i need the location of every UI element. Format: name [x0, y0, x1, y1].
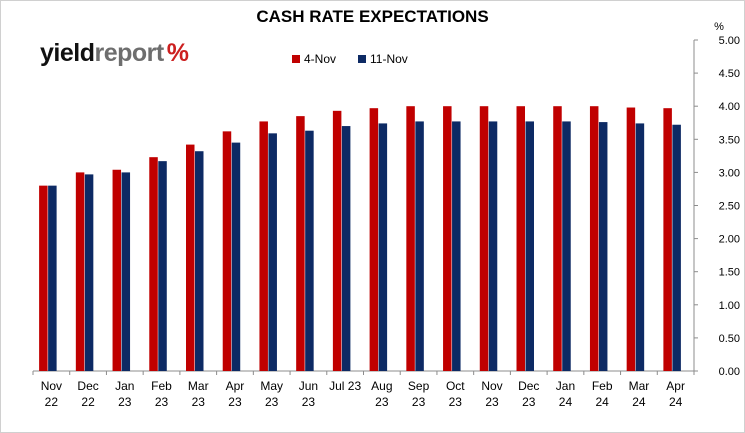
x-tick-label-year: 24 — [596, 395, 610, 409]
bar-series-1 — [149, 157, 158, 371]
x-tick-label-year: 23 — [265, 395, 279, 409]
x-tick-label: Jul 23 — [329, 379, 361, 393]
bar-series-1 — [75, 172, 85, 371]
bar-series-1 — [663, 108, 672, 371]
bar-series-2 — [378, 123, 388, 371]
chart-legend: 4-Nov 11-Nov — [292, 52, 430, 66]
bar-series-1 — [626, 107, 636, 372]
x-tick-label: Apr — [666, 379, 685, 393]
legend-swatch-series-2 — [358, 55, 367, 63]
bar-series-1 — [516, 106, 525, 371]
bar-series-1 — [259, 121, 268, 372]
y-tick-label: 1.00 — [719, 300, 740, 312]
bar-series-2 — [121, 172, 131, 371]
bar-series-1 — [112, 169, 122, 371]
logo-percent-symbol: % — [166, 39, 189, 67]
x-tick-label: Oct — [446, 379, 465, 393]
y-tick-label: 2.00 — [719, 234, 740, 246]
bar-series-2 — [562, 121, 571, 372]
bar-series-1 — [296, 116, 305, 371]
y-tick-label: 5.00 — [719, 35, 740, 47]
y-tick-label: 4.50 — [719, 68, 740, 80]
logo-part-report: report — [94, 39, 164, 67]
x-tick-label-year: 24 — [559, 395, 573, 409]
yieldreport-logo: yieldreport% — [40, 38, 189, 68]
legend-label-series-2: 11-Nov — [370, 52, 408, 66]
bar-series-2 — [598, 122, 608, 371]
x-tick-label: Nov — [481, 379, 502, 393]
y-tick-label: 0.50 — [719, 333, 740, 345]
y-tick-label: 3.00 — [719, 167, 740, 179]
bar-series-1 — [406, 106, 415, 371]
x-tick-label-year: 23 — [522, 395, 536, 409]
bar-series-2 — [195, 151, 204, 371]
x-tick-label: Sep — [408, 379, 430, 393]
y-tick-label: 2.50 — [719, 201, 740, 213]
bar-series-2 — [525, 121, 534, 372]
bar-series-1 — [186, 144, 195, 371]
bar-series-2 — [305, 130, 314, 371]
bar-series-2 — [48, 185, 57, 371]
bar-series-1 — [222, 131, 232, 371]
bar-series-2 — [231, 142, 241, 371]
legend-swatch-series-1 — [292, 55, 300, 63]
bar-series-2 — [415, 121, 424, 372]
bar-series-1 — [443, 106, 452, 371]
x-tick-label-year: 22 — [45, 395, 59, 409]
x-tick-label: Aug — [371, 379, 392, 393]
bar-series-2 — [84, 174, 94, 371]
bar-series-2 — [672, 124, 681, 372]
bar-series-2 — [452, 121, 461, 372]
y-tick-label: 0.00 — [719, 366, 740, 378]
logo-part-yield: yield — [40, 39, 95, 67]
bar-series-1 — [589, 106, 599, 371]
legend-label-series-1: 4-Nov — [304, 52, 337, 66]
x-tick-label-year: 23 — [192, 395, 206, 409]
x-tick-label: Dec — [77, 379, 98, 393]
y-axis-unit-label: % — [714, 21, 724, 33]
x-tick-label: Jan — [556, 379, 575, 393]
x-tick-label: Apr — [226, 379, 245, 393]
y-tick-label: 4.00 — [719, 101, 740, 113]
legend-item-series-1: 4-Nov — [292, 52, 336, 66]
x-tick-label-year: 23 — [228, 395, 242, 409]
bar-series-1 — [39, 185, 48, 371]
legend-item-series-2: 11-Nov — [358, 52, 408, 66]
x-tick-label-year: 24 — [632, 395, 646, 409]
bar-series-2 — [158, 161, 167, 371]
x-tick-label: Nov — [41, 379, 62, 393]
bar-series-1 — [369, 108, 379, 371]
bar-series-2 — [341, 126, 351, 371]
x-tick-label: Dec — [518, 379, 539, 393]
x-tick-label-year: 23 — [485, 395, 499, 409]
y-tick-label: 3.50 — [719, 134, 740, 146]
x-tick-label-year: 23 — [155, 395, 169, 409]
bar-series-1 — [553, 106, 562, 371]
x-tick-label: Feb — [592, 379, 613, 393]
x-tick-label-year: 23 — [449, 395, 463, 409]
x-tick-label: Jun — [299, 379, 318, 393]
x-tick-label-year: 23 — [412, 395, 426, 409]
x-tick-label-year: 23 — [375, 395, 389, 409]
x-tick-label: May — [260, 379, 283, 393]
y-tick-label: 1.50 — [719, 267, 740, 279]
bar-series-2 — [268, 133, 277, 371]
chart-title: CASH RATE EXPECTATIONS — [256, 7, 489, 26]
bar-series-2 — [488, 121, 498, 372]
bar-series-2 — [635, 123, 645, 371]
x-tick-label: Mar — [188, 379, 209, 393]
x-tick-label-year: 23 — [118, 395, 132, 409]
x-tick-label-year: 22 — [81, 395, 95, 409]
x-tick-label-year: 24 — [669, 395, 683, 409]
bar-series-1 — [479, 106, 489, 371]
x-tick-label: Mar — [629, 379, 650, 393]
bar-series-1 — [332, 110, 342, 372]
x-tick-label-year: 23 — [302, 395, 316, 409]
x-tick-label: Feb — [151, 379, 172, 393]
x-tick-label: Jan — [115, 379, 134, 393]
